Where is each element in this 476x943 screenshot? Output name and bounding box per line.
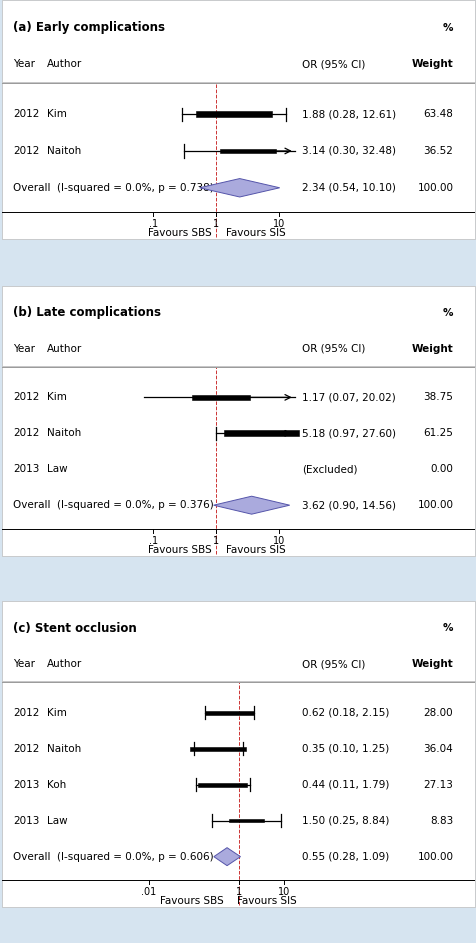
Text: 63.48: 63.48: [423, 109, 452, 119]
Text: Year: Year: [13, 344, 35, 354]
Text: 2012: 2012: [13, 744, 39, 753]
Text: 10: 10: [273, 219, 285, 229]
Text: 27.13: 27.13: [423, 780, 452, 789]
Text: .01: .01: [140, 887, 156, 897]
Text: Year: Year: [13, 659, 35, 670]
Text: OR (95% CI): OR (95% CI): [302, 59, 365, 70]
Text: (Excluded): (Excluded): [302, 464, 357, 474]
Text: 3.14 (0.30, 32.48): 3.14 (0.30, 32.48): [302, 146, 396, 156]
Text: 5.18 (0.97, 27.60): 5.18 (0.97, 27.60): [302, 428, 396, 438]
Text: (a) Early complications: (a) Early complications: [13, 21, 164, 34]
Text: 2013: 2013: [13, 464, 39, 474]
Bar: [2, 366, 474, 555]
Text: Weight: Weight: [411, 344, 452, 354]
Text: 36.04: 36.04: [423, 744, 452, 753]
Text: Naitoh: Naitoh: [47, 744, 81, 753]
Text: 0.44 (0.11, 1.79): 0.44 (0.11, 1.79): [302, 780, 389, 789]
Text: 2012: 2012: [13, 109, 39, 119]
Text: 100.00: 100.00: [416, 500, 452, 510]
Bar: [2, 682, 474, 907]
Bar: [190, 747, 246, 751]
Text: 28.00: 28.00: [423, 708, 452, 718]
Bar: [195, 111, 271, 117]
Text: OR (95% CI): OR (95% CI): [302, 344, 365, 354]
Polygon shape: [213, 848, 240, 866]
Text: .1: .1: [149, 219, 158, 229]
Text: Overall  (I-squared = 0.0%, p = 0.376): Overall (I-squared = 0.0%, p = 0.376): [13, 500, 213, 510]
Polygon shape: [199, 178, 279, 197]
Text: Law: Law: [47, 464, 68, 474]
Text: Overall  (I-squared = 0.0%, p = 0.738): Overall (I-squared = 0.0%, p = 0.738): [13, 183, 213, 192]
Bar: [2, 286, 474, 366]
Text: 38.75: 38.75: [423, 392, 452, 403]
Text: 1: 1: [235, 887, 241, 897]
Text: 0.55 (0.28, 1.09): 0.55 (0.28, 1.09): [302, 852, 389, 862]
Text: .1: .1: [149, 536, 158, 546]
Bar: [2, 0, 474, 82]
Text: 1: 1: [213, 536, 219, 546]
Text: 2012: 2012: [13, 428, 39, 438]
Text: 10: 10: [273, 536, 285, 546]
Text: %: %: [442, 308, 452, 318]
Text: (c) Stent occlusion: (c) Stent occlusion: [13, 621, 136, 635]
Text: 36.52: 36.52: [423, 146, 452, 156]
Text: %: %: [442, 623, 452, 634]
Bar: [229, 819, 264, 822]
Polygon shape: [213, 496, 289, 514]
Text: 61.25: 61.25: [423, 428, 452, 438]
Text: 100.00: 100.00: [416, 183, 452, 192]
Text: Naitoh: Naitoh: [47, 146, 81, 156]
Text: Law: Law: [47, 816, 68, 826]
Text: OR (95% CI): OR (95% CI): [302, 659, 365, 670]
Text: 2013: 2013: [13, 780, 39, 789]
Text: Favours SBS: Favours SBS: [148, 545, 212, 554]
Bar: [2, 602, 474, 682]
Text: 1.17 (0.07, 20.02): 1.17 (0.07, 20.02): [302, 392, 395, 403]
Text: 2012: 2012: [13, 708, 39, 718]
Text: Year: Year: [13, 59, 35, 70]
Text: Author: Author: [47, 344, 82, 354]
Text: 100.00: 100.00: [416, 852, 452, 862]
Text: 8.83: 8.83: [429, 816, 452, 826]
Text: Author: Author: [47, 659, 82, 670]
Text: Favours SIS: Favours SIS: [237, 896, 296, 906]
Text: (b) Late complications: (b) Late complications: [13, 306, 160, 320]
Text: 1.50 (0.25, 8.84): 1.50 (0.25, 8.84): [302, 816, 389, 826]
Text: Weight: Weight: [411, 59, 452, 70]
Text: 0.62 (0.18, 2.15): 0.62 (0.18, 2.15): [302, 708, 389, 718]
Text: 2.34 (0.54, 10.10): 2.34 (0.54, 10.10): [302, 183, 395, 192]
Text: 10: 10: [277, 887, 289, 897]
Text: Favours SIS: Favours SIS: [226, 228, 285, 239]
Text: 0.35 (0.10, 1.25): 0.35 (0.10, 1.25): [302, 744, 389, 753]
Text: 3.62 (0.90, 14.56): 3.62 (0.90, 14.56): [302, 500, 396, 510]
Text: %: %: [442, 23, 452, 33]
Text: Naitoh: Naitoh: [47, 428, 81, 438]
Text: 2013: 2013: [13, 816, 39, 826]
Bar: [191, 395, 249, 400]
Text: Favours SBS: Favours SBS: [148, 228, 212, 239]
Text: Weight: Weight: [411, 659, 452, 670]
Text: Overall  (I-squared = 0.0%, p = 0.606): Overall (I-squared = 0.0%, p = 0.606): [13, 852, 213, 862]
Text: 2012: 2012: [13, 146, 39, 156]
Text: Author: Author: [47, 59, 82, 70]
Text: Kim: Kim: [47, 109, 67, 119]
Text: Kim: Kim: [47, 392, 67, 403]
Text: 1.88 (0.28, 12.61): 1.88 (0.28, 12.61): [302, 109, 396, 119]
Text: Favours SIS: Favours SIS: [226, 545, 285, 554]
Bar: [224, 430, 298, 437]
Bar: [219, 149, 275, 153]
Bar: [204, 711, 254, 715]
Text: Koh: Koh: [47, 780, 66, 789]
Text: 0.00: 0.00: [429, 464, 452, 474]
Bar: [198, 783, 247, 786]
Text: Kim: Kim: [47, 708, 67, 718]
Bar: [2, 82, 474, 240]
Text: Favours SBS: Favours SBS: [159, 896, 223, 906]
Text: 2012: 2012: [13, 392, 39, 403]
Text: 1: 1: [213, 219, 219, 229]
